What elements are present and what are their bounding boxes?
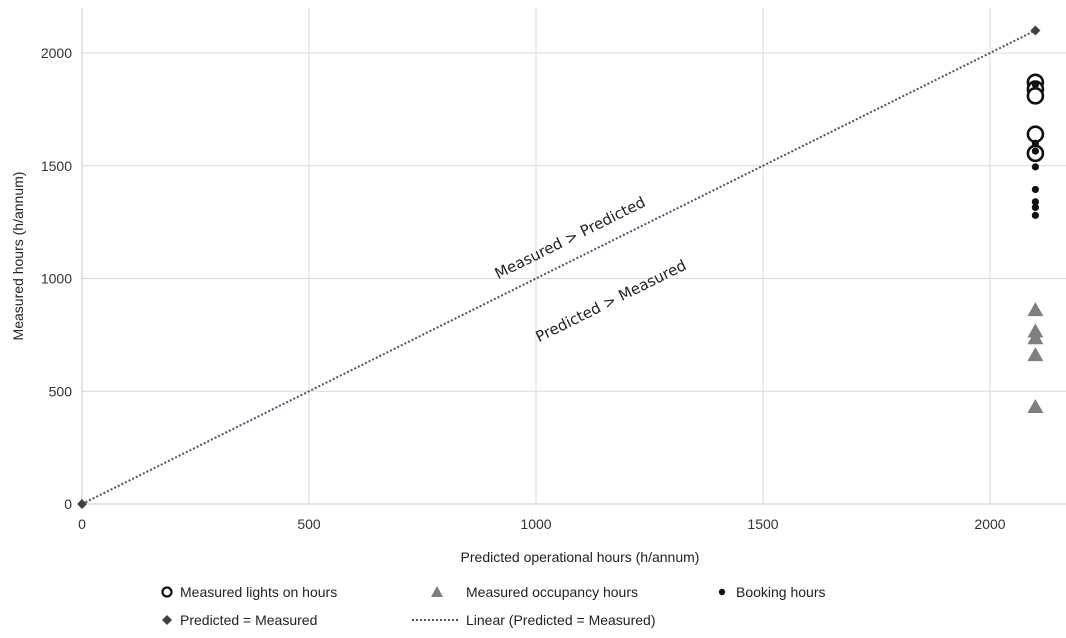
grid-lines	[81, 8, 1066, 505]
data-point	[77, 499, 87, 509]
data-point	[1027, 330, 1044, 345]
x-tick-label: 1000	[520, 516, 551, 532]
x-tick-label: 0	[78, 516, 86, 532]
data-point	[1031, 198, 1039, 206]
annotation-label: Predicted > Measured	[533, 256, 689, 346]
data-point	[1031, 203, 1039, 212]
legend-marker	[431, 586, 443, 597]
legend-item: Measured lights on hours	[161, 584, 337, 600]
legend-item: Measured occupancy hours	[431, 584, 638, 600]
x-tick-labels: 0 500 1000 1500 2000	[78, 516, 1006, 532]
data-point	[1027, 347, 1044, 362]
x-axis-title: Predicted operational hours (h/annum)	[461, 549, 700, 565]
data-point	[1027, 302, 1044, 317]
data-point	[1026, 125, 1045, 143]
legend-label: Linear (Predicted = Measured)	[466, 612, 656, 628]
trendline	[81, 29, 1036, 505]
legend-marker	[162, 615, 172, 625]
data-point	[1030, 25, 1041, 36]
legend-item: Booking hours	[718, 584, 826, 600]
y-tick-label: 0	[64, 496, 72, 512]
y-tick-label: 1500	[41, 158, 72, 174]
legend-item: Predicted = Measured	[162, 612, 317, 628]
data-point	[1027, 399, 1044, 414]
x-tick-label: 1500	[747, 516, 778, 532]
data-points	[77, 25, 1045, 509]
data-point	[1026, 87, 1045, 105]
data-point	[1031, 211, 1039, 219]
legend-marker	[161, 586, 173, 598]
y-tick-labels: 0 500 1000 1500 2000	[41, 45, 72, 512]
data-point	[1031, 163, 1039, 171]
legend: Measured lights on hours Measured occupan…	[161, 584, 826, 628]
legend-label: Booking hours	[736, 584, 826, 600]
annotation-label: Measured > Predicted	[492, 193, 648, 283]
y-tick-label: 1000	[41, 271, 72, 287]
data-point	[1031, 185, 1039, 194]
y-axis-title: Measured hours (h/annum)	[10, 172, 26, 341]
legend-item: Linear (Predicted = Measured)	[412, 612, 656, 628]
x-tick-label: 2000	[974, 516, 1005, 532]
legend-label: Predicted = Measured	[180, 612, 317, 628]
legend-label: Measured lights on hours	[180, 584, 337, 600]
data-point	[1031, 139, 1039, 147]
y-tick-label: 2000	[41, 45, 72, 61]
x-tick-label: 500	[297, 516, 321, 532]
data-point	[1031, 147, 1039, 155]
legend-label: Measured occupancy hours	[466, 584, 638, 600]
data-point	[1031, 80, 1039, 89]
trendline-layer	[81, 29, 1036, 505]
legend-marker	[718, 588, 726, 596]
y-tick-label: 500	[49, 383, 73, 399]
